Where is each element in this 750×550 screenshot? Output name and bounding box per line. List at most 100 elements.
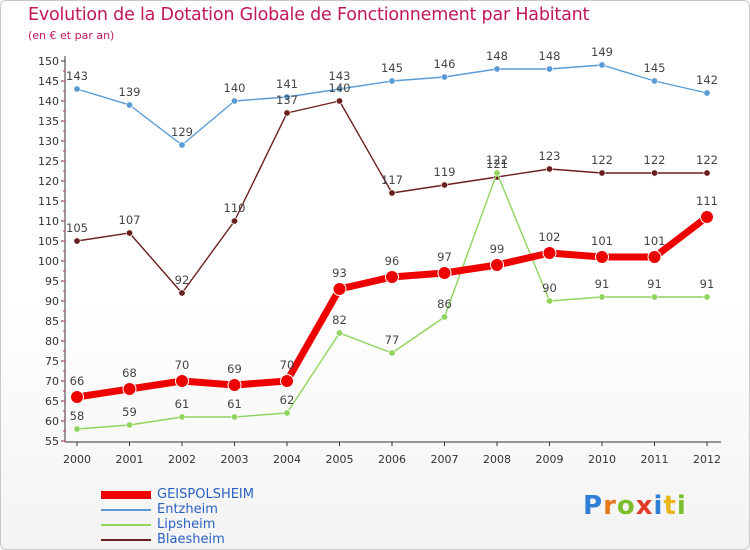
data-label-geispolsheim: 96 — [385, 254, 400, 268]
legend-swatch — [101, 509, 151, 511]
x-tick-label: 2004 — [273, 453, 301, 466]
data-label-blaesheim: 140 — [329, 81, 351, 95]
data-point-geispolsheim — [490, 258, 504, 272]
data-point-entzheim — [545, 65, 553, 73]
data-label-geispolsheim: 101 — [591, 234, 613, 248]
data-label-lipsheim: 90 — [542, 281, 557, 295]
logo-letter: P — [583, 491, 604, 521]
data-point-blaesheim — [388, 189, 396, 197]
data-point-blaesheim — [598, 169, 606, 177]
data-point-lipsheim — [703, 293, 711, 301]
data-label-geispolsheim: 68 — [122, 366, 137, 380]
data-label-entzheim: 148 — [486, 49, 508, 63]
legend-swatch — [101, 491, 151, 499]
data-label-entzheim: 149 — [591, 45, 613, 59]
y-tick-label: 65 — [45, 395, 59, 408]
series-line-lipsheim — [76, 172, 707, 430]
x-tick-label: 2007 — [431, 453, 459, 466]
y-tick-label: 105 — [38, 235, 59, 248]
data-point-blaesheim — [231, 217, 239, 225]
logo-letter: i — [676, 491, 687, 521]
data-point-lipsheim — [73, 425, 81, 433]
y-tick-label: 135 — [38, 115, 59, 128]
y-tick-label: 100 — [38, 255, 59, 268]
x-tick-label: 2010 — [588, 453, 616, 466]
data-point-entzheim — [335, 85, 343, 93]
data-label-entzheim: 143 — [329, 69, 351, 83]
data-label-entzheim: 139 — [119, 85, 141, 99]
logo-letter: r — [603, 491, 617, 521]
data-label-lipsheim: 58 — [70, 409, 85, 423]
y-tick-label: 140 — [38, 95, 59, 108]
data-point-lipsheim — [283, 409, 291, 417]
data-label-entzheim: 148 — [539, 49, 561, 63]
data-label-entzheim: 143 — [66, 69, 88, 83]
data-label-blaesheim: 110 — [224, 201, 246, 215]
chart-subtitle: (en € et par an) — [28, 29, 115, 42]
proxiti-logo: Proxiti — [583, 491, 687, 521]
data-point-lipsheim — [440, 313, 448, 321]
data-point-geispolsheim — [227, 378, 242, 392]
data-label-lipsheim: 91 — [700, 277, 715, 291]
data-label-entzheim: 146 — [434, 57, 456, 71]
data-point-entzheim — [126, 101, 134, 109]
data-point-entzheim — [598, 61, 606, 69]
y-tick-label: 130 — [38, 135, 59, 148]
data-label-blaesheim: 122 — [696, 153, 718, 167]
data-label-lipsheim: 82 — [332, 313, 347, 327]
data-label-blaesheim: 122 — [591, 153, 613, 167]
data-point-entzheim — [650, 77, 658, 85]
data-label-geispolsheim: 111 — [696, 194, 718, 208]
data-label-geispolsheim: 101 — [644, 234, 666, 248]
data-point-lipsheim — [598, 293, 606, 301]
data-labels: 143 139 129 140 141 143 145 146 148 148 149 145 142 1… — [66, 45, 718, 423]
legend-label: GEISPOLSHEIM — [157, 487, 254, 502]
logo-letter: t — [663, 491, 677, 521]
data-point-geispolsheim — [70, 390, 84, 404]
axes: 55 60 65 70 75 80 85 90 95 100 105 110 115 120 125 130 1… — [38, 55, 721, 466]
y-tick-label: 90 — [45, 295, 59, 308]
data-point-blaesheim — [178, 289, 186, 297]
data-point-geispolsheim — [542, 246, 557, 260]
y-tick-label: 75 — [45, 355, 59, 368]
data-label-geispolsheim: 70 — [175, 358, 190, 372]
x-tick-label: 2001 — [116, 453, 144, 466]
logo-letter: o — [616, 491, 636, 521]
y-tick-label: 95 — [45, 275, 59, 288]
data-label-geispolsheim: 97 — [437, 250, 452, 264]
data-label-entzheim: 142 — [696, 73, 718, 87]
y-tick-label: 115 — [38, 195, 59, 208]
data-point-blaesheim — [440, 181, 448, 189]
data-point-entzheim — [231, 97, 239, 105]
legend-label: Entzheim — [157, 502, 218, 517]
data-point-lipsheim — [388, 349, 396, 357]
x-tick-label: 2005 — [326, 453, 354, 466]
data-label-lipsheim: 91 — [647, 277, 662, 291]
data-label-lipsheim: 61 — [227, 397, 242, 411]
x-tick-label: 2000 — [63, 453, 91, 466]
data-label-blaesheim: 117 — [381, 173, 403, 187]
data-point-lipsheim — [545, 297, 553, 305]
data-point-blaesheim — [335, 97, 343, 105]
data-label-geispolsheim: 99 — [490, 242, 505, 256]
x-tick-label: 2012 — [693, 453, 721, 466]
data-label-blaesheim: 92 — [175, 273, 190, 287]
data-label-lipsheim: 86 — [437, 297, 452, 311]
y-tick-label: 120 — [38, 175, 59, 188]
y-tick-label: 150 — [38, 55, 59, 68]
data-label-entzheim: 140 — [224, 81, 246, 95]
data-point-entzheim — [283, 93, 291, 101]
data-point-blaesheim — [650, 169, 658, 177]
data-point-entzheim — [703, 89, 711, 97]
data-label-geispolsheim: 93 — [332, 266, 347, 280]
data-label-blaesheim: 105 — [66, 221, 88, 235]
logo-letter: x — [635, 491, 654, 521]
data-label-blaesheim: 107 — [119, 213, 141, 227]
data-label-entzheim: 145 — [644, 61, 666, 75]
data-label-geispolsheim: 69 — [227, 362, 242, 376]
data-label-geispolsheim: 70 — [280, 358, 295, 372]
data-point-geispolsheim — [700, 210, 714, 224]
data-label-blaesheim: 137 — [276, 93, 298, 107]
